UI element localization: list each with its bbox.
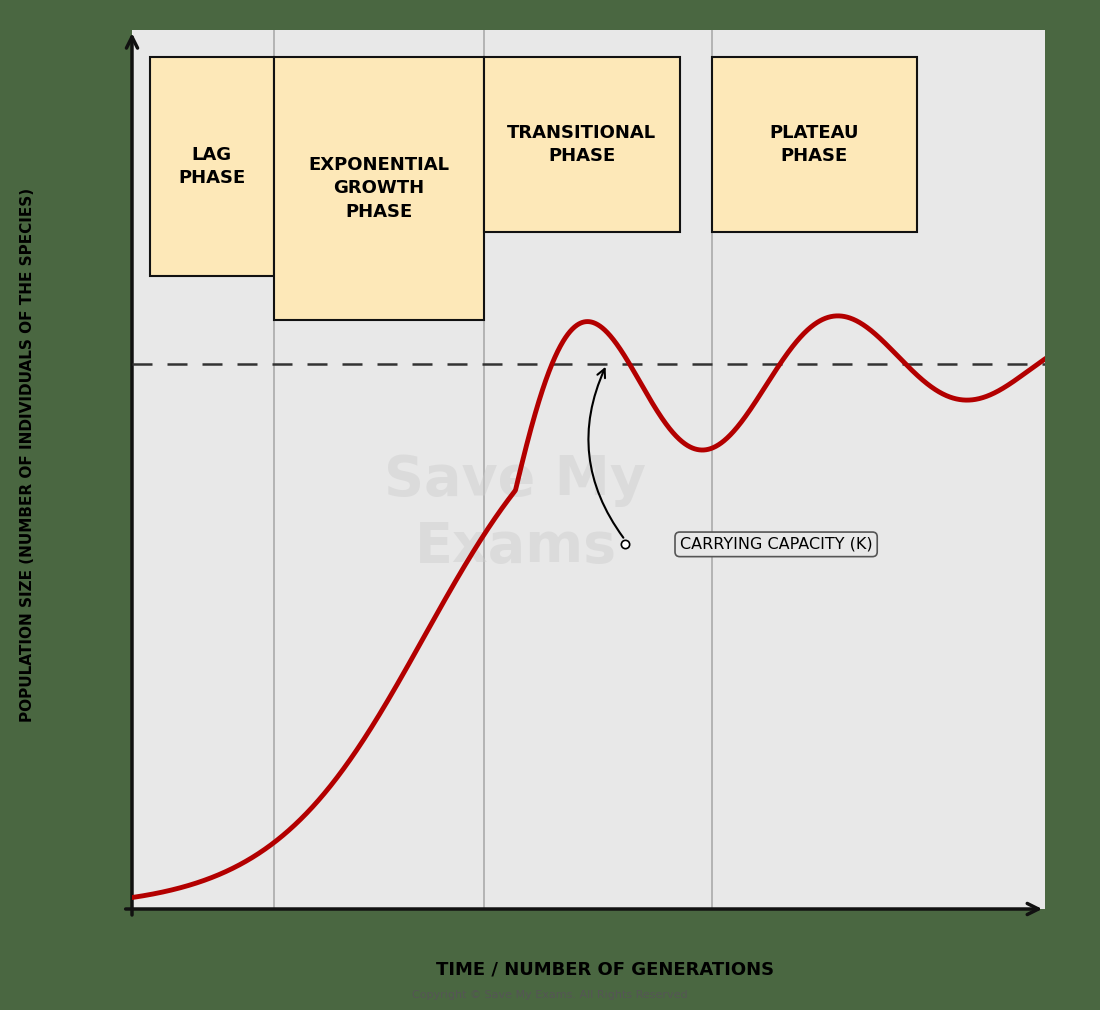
Text: POPULATION SIZE (NUMBER OF INDIVIDUALS OF THE SPECIES): POPULATION SIZE (NUMBER OF INDIVIDUALS O… bbox=[20, 188, 35, 721]
Text: Save My
Exams: Save My Exams bbox=[385, 453, 647, 574]
FancyBboxPatch shape bbox=[712, 57, 917, 232]
Text: EXPONENTIAL
GROWTH
PHASE: EXPONENTIAL GROWTH PHASE bbox=[308, 156, 449, 221]
Text: TIME / NUMBER OF GENERATIONS: TIME / NUMBER OF GENERATIONS bbox=[436, 961, 774, 979]
FancyBboxPatch shape bbox=[151, 57, 274, 277]
Text: CARRYING CAPACITY (K): CARRYING CAPACITY (K) bbox=[680, 537, 872, 551]
Text: Copyright © Save My Exams. All Rights Reserved: Copyright © Save My Exams. All Rights Re… bbox=[412, 990, 688, 1000]
Text: TRANSITIONAL
PHASE: TRANSITIONAL PHASE bbox=[507, 124, 657, 166]
FancyBboxPatch shape bbox=[274, 57, 484, 320]
Text: PLATEAU
PHASE: PLATEAU PHASE bbox=[770, 124, 859, 166]
Text: LAG
PHASE: LAG PHASE bbox=[178, 145, 245, 187]
FancyBboxPatch shape bbox=[484, 57, 680, 232]
